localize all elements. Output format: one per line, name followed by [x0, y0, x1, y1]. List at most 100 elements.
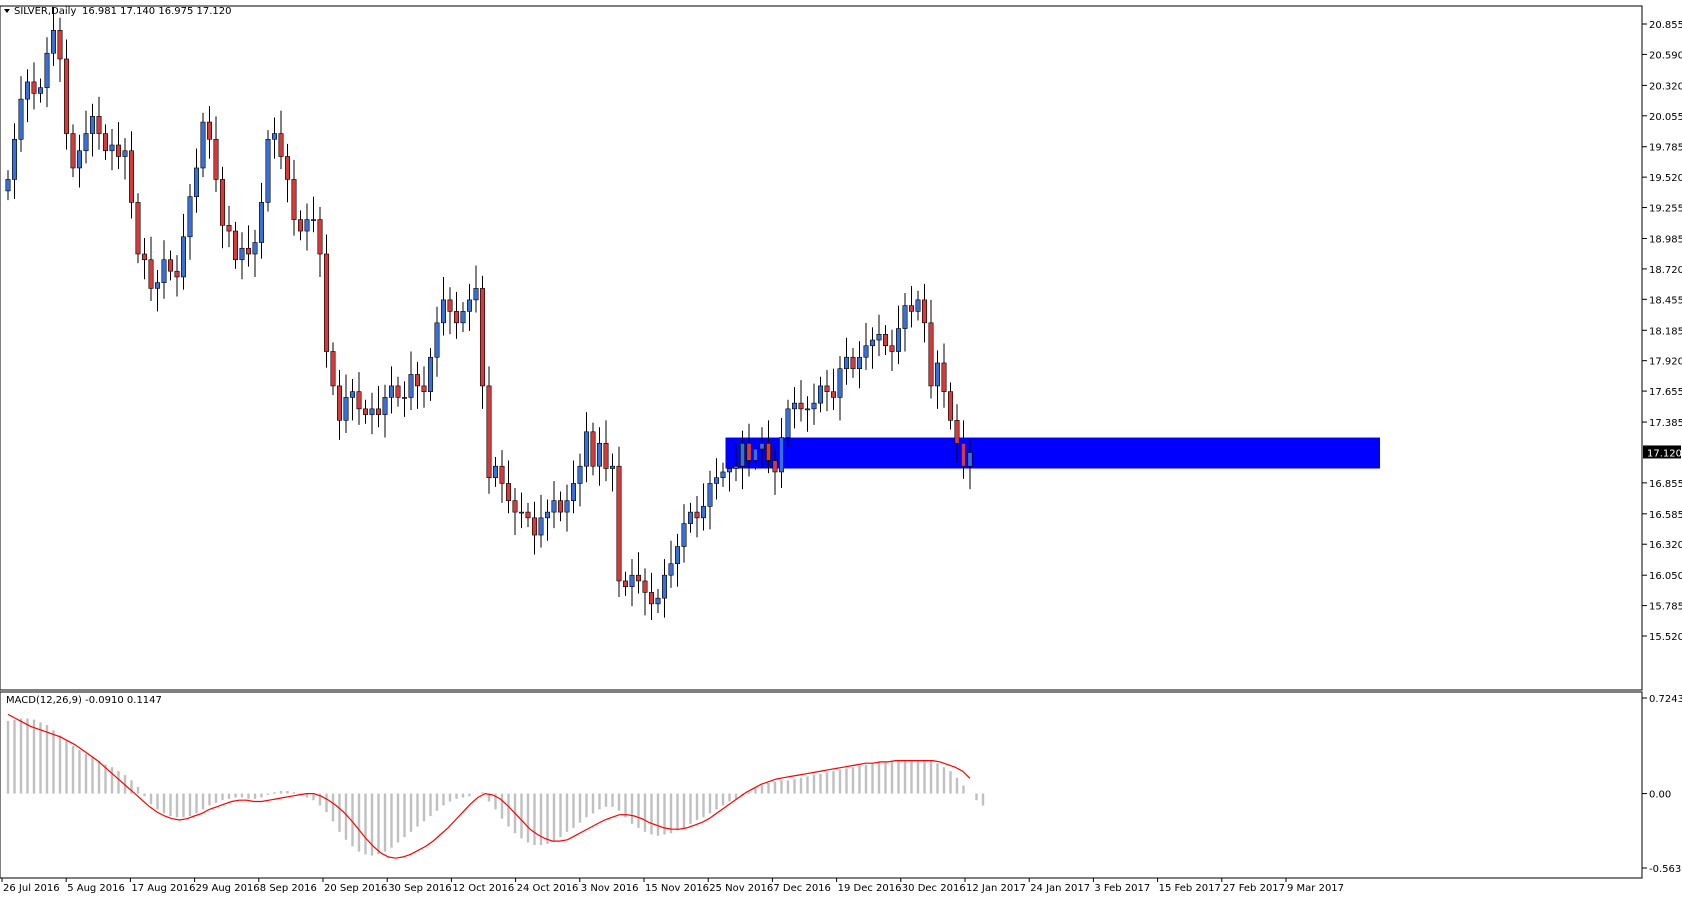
- candle: [466, 283, 472, 331]
- candle-body: [148, 259, 154, 289]
- candle: [512, 488, 518, 536]
- date-tick-label: 24 Jan 2017: [1030, 883, 1090, 894]
- date-tick-label: 3 Nov 2016: [581, 883, 639, 894]
- candle: [181, 213, 187, 290]
- candle: [362, 399, 368, 424]
- candle: [622, 571, 628, 596]
- candle-body: [583, 431, 589, 467]
- candle-body: [629, 574, 635, 587]
- candle-body: [687, 511, 693, 524]
- candle: [882, 325, 888, 355]
- candle: [895, 305, 901, 365]
- candle: [908, 286, 914, 328]
- candle-body: [902, 305, 908, 329]
- candle: [837, 356, 843, 421]
- candle-body: [486, 385, 492, 478]
- candle-body: [804, 408, 810, 411]
- candle-body: [50, 30, 56, 54]
- candle: [635, 552, 641, 594]
- price-panel[interactable]: [0, 5, 1643, 691]
- candle: [148, 236, 154, 302]
- candle: [174, 255, 180, 297]
- candle-body: [947, 391, 953, 421]
- candle: [694, 496, 700, 538]
- macd-tick-label: -0.5639: [1649, 864, 1682, 875]
- candle: [934, 350, 940, 409]
- candle-body: [720, 471, 726, 478]
- candle: [746, 423, 752, 477]
- date-tick-label: 5 Aug 2016: [67, 883, 125, 894]
- candle: [434, 306, 440, 377]
- candle: [375, 385, 381, 428]
- candle-body: [135, 202, 141, 255]
- candle: [811, 383, 817, 425]
- price-tick-label: 16.320: [1649, 540, 1682, 551]
- candle: [90, 103, 96, 157]
- candle: [778, 418, 784, 489]
- candle-body: [12, 138, 18, 180]
- candle: [83, 110, 89, 164]
- candle: [499, 450, 505, 503]
- candle-body: [77, 150, 83, 169]
- candle-body: [739, 442, 745, 467]
- candle-body: [622, 580, 628, 587]
- candle: [207, 106, 213, 159]
- candle: [843, 337, 849, 385]
- candle-body: [382, 397, 388, 415]
- candle-body: [499, 465, 505, 484]
- candle: [804, 396, 810, 432]
- candle: [739, 430, 745, 490]
- candle-body: [512, 500, 518, 513]
- candle-body: [258, 202, 264, 243]
- candle: [505, 460, 511, 514]
- candle: [349, 379, 355, 421]
- candle: [902, 293, 908, 352]
- candle: [64, 39, 70, 150]
- candle-body: [57, 30, 63, 60]
- date-tick-label: 25 Nov 2016: [709, 883, 773, 894]
- macd-signal-line: [7, 713, 971, 859]
- candle: [336, 369, 342, 440]
- candle-body: [239, 247, 245, 261]
- candle-body: [414, 374, 420, 387]
- price-tick-label: 17.655: [1649, 387, 1682, 398]
- candle-body: [207, 121, 213, 140]
- candle-body: [525, 511, 531, 519]
- candle: [278, 110, 284, 170]
- candle-body: [882, 334, 888, 347]
- candle: [759, 427, 765, 469]
- dropdown-triangle-icon[interactable]: [4, 9, 10, 13]
- candle-body: [681, 523, 687, 547]
- candle-body: [291, 179, 297, 220]
- candle-body: [778, 437, 784, 473]
- candle-body: [635, 574, 641, 582]
- candle-body: [18, 98, 24, 140]
- candle-body: [765, 442, 771, 461]
- date-tick-label: 3 Feb 2017: [1094, 883, 1150, 894]
- support-zone-rectangle[interactable]: [725, 437, 1381, 469]
- candle: [323, 234, 329, 368]
- date-tick-label: 8 Sep 2016: [260, 883, 317, 894]
- date-tick-label: 19 Dec 2016: [838, 883, 902, 894]
- price-tick-label: 17.920: [1649, 357, 1682, 368]
- candle-body: [921, 299, 927, 324]
- date-tick-label: 9 Mar 2017: [1287, 883, 1344, 894]
- candle-body: [122, 150, 128, 157]
- price-tick-label: 18.985: [1649, 235, 1682, 246]
- candle: [609, 453, 615, 492]
- candle: [642, 568, 648, 616]
- date-tick-label: 17 Aug 2016: [131, 883, 195, 894]
- candle-body: [226, 225, 232, 232]
- candle: [954, 404, 960, 463]
- candle-body: [876, 334, 882, 341]
- candle-body: [343, 397, 349, 421]
- candle: [460, 302, 466, 333]
- candle: [700, 483, 706, 531]
- candle: [531, 501, 537, 555]
- candle-body: [538, 517, 544, 536]
- candle-body: [388, 385, 394, 398]
- candle: [12, 123, 18, 199]
- price-tick-label: 19.255: [1649, 204, 1682, 215]
